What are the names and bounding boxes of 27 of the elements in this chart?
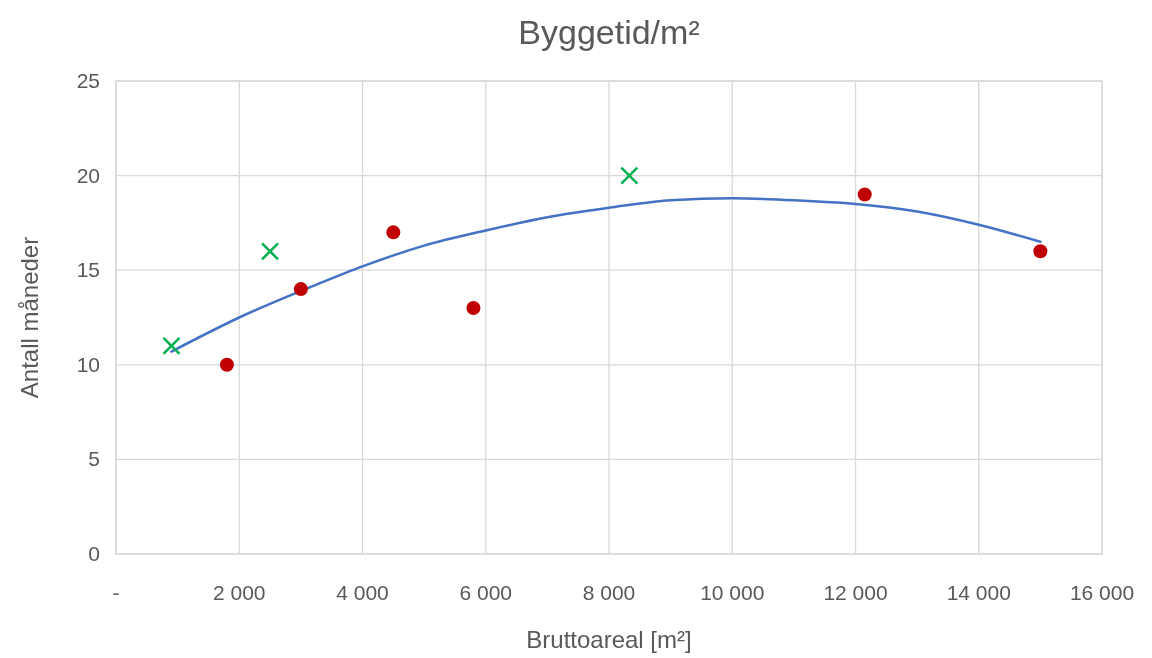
- x-tick-label: 12 000: [823, 581, 888, 604]
- point: [857, 187, 872, 202]
- y-tick-label: 5: [88, 447, 100, 471]
- point: [466, 301, 481, 316]
- point: [1033, 244, 1048, 259]
- x-tick-label: 6 000: [459, 581, 513, 604]
- x-axis-title: Bruttoareal [m²]: [526, 626, 692, 653]
- x-tick-label: 16 000: [1069, 581, 1135, 604]
- point: [162, 336, 181, 356]
- y-tick-label: 25: [76, 69, 100, 92]
- point: [219, 357, 234, 372]
- y-tick-label: 20: [76, 163, 100, 187]
- point: [293, 282, 308, 297]
- y-tick-label: 0: [88, 542, 100, 565]
- y-tick-label: 10: [76, 352, 100, 376]
- x-tick-label: -: [112, 581, 120, 604]
- x-tick-label: 8 000: [582, 581, 636, 604]
- x-tick-label: 4 000: [336, 581, 389, 604]
- y-axis-title: Antall måneder: [16, 236, 43, 399]
- x-tick-label: 2 000: [212, 581, 266, 604]
- y-tick-label: 15: [76, 258, 100, 282]
- x-tick-label: 10 000: [700, 581, 765, 604]
- point: [386, 225, 401, 240]
- x-tick-label: 14 000: [946, 581, 1011, 604]
- point: [260, 242, 280, 261]
- chart-title: Byggetid/m²: [518, 13, 700, 51]
- point: [620, 166, 639, 185]
